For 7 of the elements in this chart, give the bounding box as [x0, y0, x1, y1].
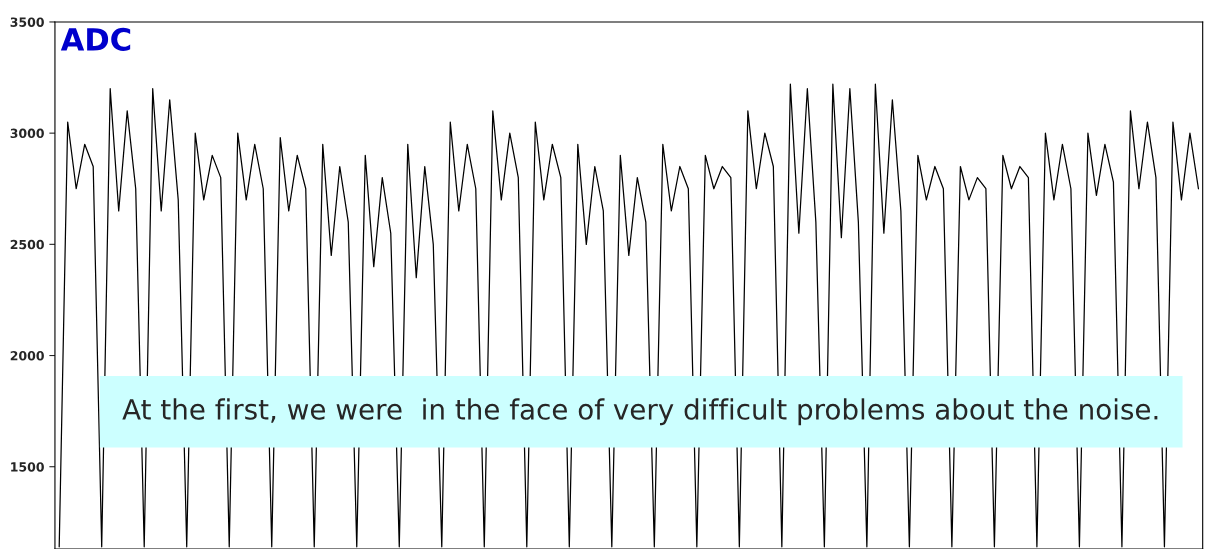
chart-title: ADC	[60, 27, 131, 51]
y-tick-label: 1500	[11, 462, 44, 472]
y-tick-label: 2000	[10, 351, 44, 361]
y-tick-label: 2500	[10, 239, 44, 250]
annotation: At the first, we were in the face of very difficult problems about the noise.	[122, 398, 1158, 426]
y-tick-label: 3500	[10, 17, 44, 27]
y-tick-label: 3000	[10, 128, 44, 139]
